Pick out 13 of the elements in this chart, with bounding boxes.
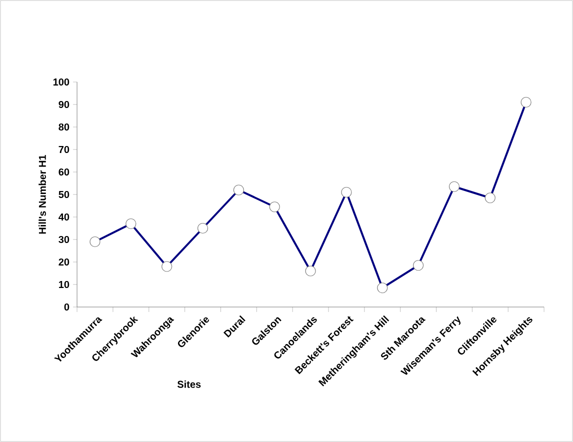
y-tick-label: 70 [58, 146, 70, 154]
y-tick-label: 50 [58, 190, 70, 198]
y-tick-label: 40 [58, 213, 70, 221]
y-tick-label: 90 [58, 100, 70, 108]
y-axis-title: Hill's Number H1 [38, 154, 46, 234]
x-axis-title: Sites [177, 380, 201, 388]
y-tick-label: 100 [53, 78, 70, 86]
y-tick-label: 20 [58, 258, 70, 266]
y-tick-label: 30 [58, 236, 70, 244]
y-tick-label: 0 [64, 303, 70, 311]
y-tick-label: 80 [58, 123, 70, 131]
y-tick-label: 60 [58, 168, 70, 176]
y-tick-label: 10 [59, 280, 70, 288]
